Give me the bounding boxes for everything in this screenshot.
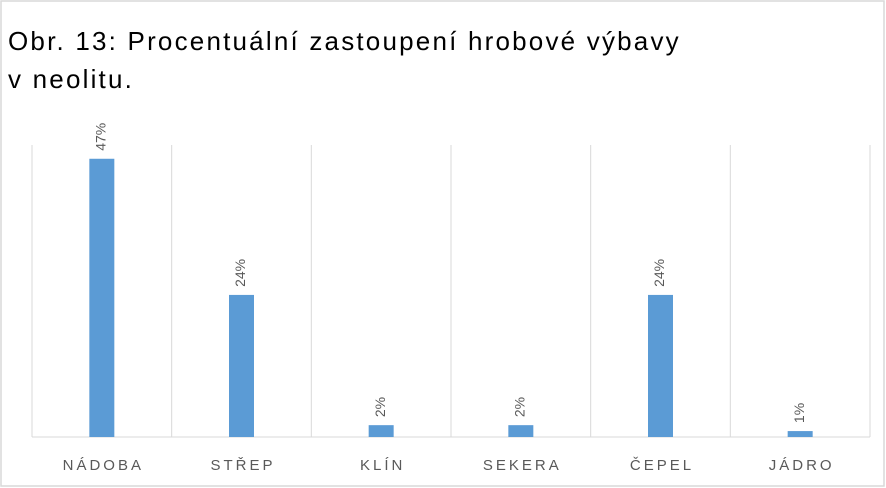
data-label: 24% [651, 259, 667, 287]
chart-title: Obr. 13: Procentuální zastoupení hrobové… [8, 26, 681, 94]
x-tick-label: NÁDOBA [63, 457, 144, 474]
data-label: 2% [512, 397, 528, 417]
bar [89, 158, 115, 437]
data-label: 2% [372, 397, 388, 417]
x-tick-label: SEKERA [483, 457, 562, 474]
bar [648, 294, 673, 437]
x-tick-label: KLÍN [360, 457, 405, 474]
data-label: 47% [93, 123, 109, 151]
bar [229, 294, 254, 437]
x-tick-label: STŘEP [210, 457, 275, 474]
x-tick-label: JÁDRO [769, 457, 835, 474]
bar [368, 425, 394, 437]
bar [508, 425, 534, 437]
x-tick-label: ČEPEL [630, 457, 694, 474]
data-label: 1% [791, 403, 807, 423]
data-label: 24% [232, 259, 248, 287]
bar [787, 431, 813, 437]
